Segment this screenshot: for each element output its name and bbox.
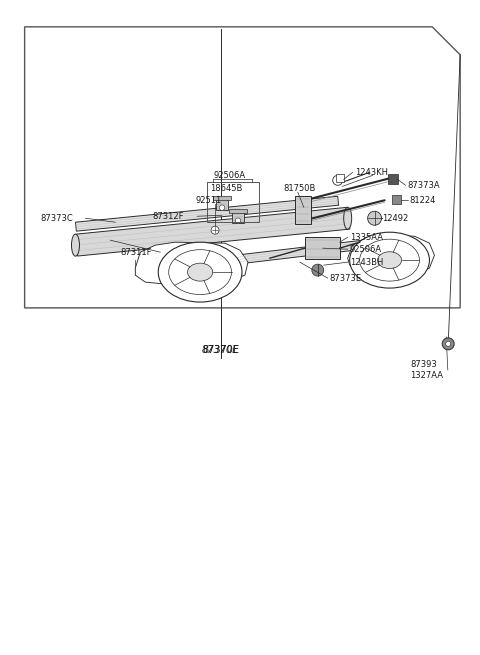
- Polygon shape: [215, 172, 292, 220]
- Polygon shape: [75, 196, 338, 231]
- Text: 92506A: 92506A: [213, 171, 245, 180]
- Polygon shape: [115, 165, 215, 260]
- Ellipse shape: [72, 234, 80, 256]
- Text: 1243KH: 1243KH: [355, 168, 388, 177]
- Circle shape: [442, 338, 454, 350]
- Polygon shape: [75, 207, 350, 256]
- Text: 87393
1327AA: 87393 1327AA: [410, 360, 443, 381]
- Text: 92506A: 92506A: [350, 245, 382, 253]
- Text: 87373A: 87373A: [408, 181, 440, 190]
- Text: 81224: 81224: [409, 196, 436, 205]
- Bar: [392, 195, 400, 204]
- Bar: [216, 200, 228, 210]
- Bar: [232, 214, 244, 223]
- Ellipse shape: [188, 263, 213, 281]
- Bar: [213, 196, 231, 200]
- Bar: [119, 182, 130, 227]
- Circle shape: [312, 264, 324, 276]
- Bar: [387, 174, 397, 184]
- Polygon shape: [348, 235, 434, 276]
- Bar: [144, 235, 187, 245]
- Text: 87373E: 87373E: [330, 274, 362, 282]
- Text: 87312F: 87312F: [152, 212, 184, 221]
- Circle shape: [446, 341, 451, 346]
- Ellipse shape: [378, 252, 402, 269]
- Polygon shape: [135, 242, 248, 285]
- Circle shape: [211, 226, 219, 234]
- Ellipse shape: [350, 233, 430, 288]
- Bar: [336, 174, 344, 182]
- Bar: [229, 209, 247, 214]
- Polygon shape: [368, 167, 418, 214]
- Polygon shape: [415, 105, 439, 235]
- Bar: [207, 182, 259, 222]
- Circle shape: [235, 218, 240, 223]
- Text: 87370E: 87370E: [203, 345, 240, 356]
- Circle shape: [368, 212, 382, 225]
- Bar: [305, 237, 340, 259]
- Polygon shape: [160, 238, 381, 273]
- Polygon shape: [24, 27, 460, 308]
- Text: 12492: 12492: [383, 214, 409, 223]
- Polygon shape: [128, 168, 208, 248]
- Text: 81750B: 81750B: [283, 184, 315, 193]
- Polygon shape: [165, 56, 415, 105]
- Text: 18645B: 18645B: [210, 184, 242, 193]
- Circle shape: [333, 176, 343, 185]
- Text: 87373C: 87373C: [41, 214, 73, 223]
- Bar: [144, 233, 188, 247]
- Text: 87370E: 87370E: [202, 345, 240, 356]
- Ellipse shape: [344, 207, 352, 229]
- Ellipse shape: [360, 239, 420, 281]
- Ellipse shape: [158, 242, 242, 302]
- Ellipse shape: [168, 250, 231, 295]
- Ellipse shape: [376, 242, 383, 252]
- Text: 1335AA: 1335AA: [350, 233, 383, 242]
- Polygon shape: [298, 170, 361, 217]
- Text: 1243BH: 1243BH: [350, 257, 383, 267]
- Text: 92511: 92511: [195, 196, 221, 205]
- Text: 87311F: 87311F: [120, 248, 152, 257]
- Bar: [295, 196, 311, 224]
- Circle shape: [219, 205, 225, 210]
